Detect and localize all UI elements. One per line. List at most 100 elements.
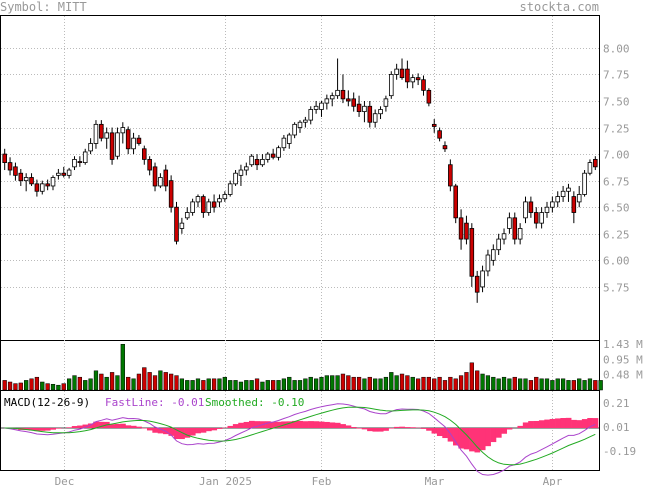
volume-bar [185,380,190,391]
candle-body [179,222,185,229]
macd-hist-bar [66,427,73,428]
candle-body [109,132,115,160]
volume-bar [485,375,491,391]
volume-bar [539,378,544,391]
volume-bar [195,378,201,391]
volume-bar [93,370,99,391]
candle-body [367,105,373,123]
candle-body [464,222,469,240]
candle-body [335,89,340,97]
price-tick-label: 6.00 [603,255,630,268]
volume-bar [587,378,593,391]
candle-body [372,113,378,123]
candle [217,194,222,208]
candle-body [222,194,228,200]
volume-bar [507,378,512,391]
macd-hist-bar [291,420,298,428]
candle [533,207,539,229]
volume-bar [147,372,152,391]
volume-bar [346,375,351,391]
candle-body [394,68,399,75]
macd-hist-bar [420,428,427,429]
macd-hist-bar [39,428,46,431]
candle [437,127,442,142]
candle-body [158,177,163,187]
macd-hist-bar [458,428,465,449]
candle [56,168,61,180]
volume-bar [142,367,147,391]
volume-bar [448,376,453,391]
candle [442,141,448,152]
candle [158,173,163,189]
macd-hist-bar [120,423,126,428]
candle [163,164,169,192]
volume-bar [518,378,523,391]
candle-body [453,185,458,219]
macd-hist-bar [367,428,373,432]
candle-body [362,105,367,113]
candle-body [512,217,518,240]
volume-bar [211,378,217,391]
candle [367,100,373,128]
candle-body [346,98,351,102]
macd-hist-bar [265,421,271,428]
macd-hist-bar [184,428,191,438]
candle [222,191,228,202]
volume-bar [109,372,115,391]
candle-body [168,180,174,208]
macd-hist-bar [130,425,137,428]
candle-body [45,183,50,187]
macd-hist-bar [152,428,159,433]
volume-bar [399,373,405,391]
candle-body [77,161,83,163]
volume-bar [453,378,458,391]
fastline-label: FastLine: -0.01 [105,396,205,409]
candle [45,179,50,191]
candle [168,175,174,213]
candle-body [174,206,179,242]
candle-body [244,166,249,171]
volume-bar [582,380,587,391]
candle [528,196,534,218]
volume-bar [228,380,233,391]
volume-bar [330,375,335,391]
candle-body [249,155,254,166]
candle [13,162,18,181]
volume-bar [523,378,528,391]
candle-body [281,137,287,149]
volume-bar [324,375,329,391]
macd-tick-label: 0.21 [603,397,630,410]
x-tick-label: Feb [312,475,332,486]
macd-hist-bar [254,421,261,428]
volume-bar [45,383,50,391]
macd-hist-bar [356,428,363,429]
volume-bar [66,378,72,391]
candle-body [496,238,501,251]
candle-body [405,68,410,83]
macd-hist-bar [168,428,175,436]
price-tick-label: 8.00 [603,43,630,56]
volume-bar [126,376,131,391]
volume-bars [2,343,603,391]
candle-body [82,151,88,163]
candle-body [211,201,217,208]
candle-body [421,79,426,91]
candle [517,223,523,245]
candle-body [550,201,555,208]
macd-hist-bar [232,424,239,428]
macd-hist-bar [34,428,40,432]
macd-hist-bar [270,421,277,428]
volume-bar [104,376,109,391]
macd-hist-bar [442,428,448,439]
macd-hist-bar [431,428,438,434]
candle [394,63,399,80]
macd-hist-bar [565,417,572,428]
candle-body [184,212,190,219]
macd-hist-bar [206,428,212,432]
candle-body [442,145,448,150]
macd-tick-label: -0.19 [603,445,636,458]
candle [351,92,356,112]
volume-bar [56,384,61,391]
volume-bar [303,378,308,391]
